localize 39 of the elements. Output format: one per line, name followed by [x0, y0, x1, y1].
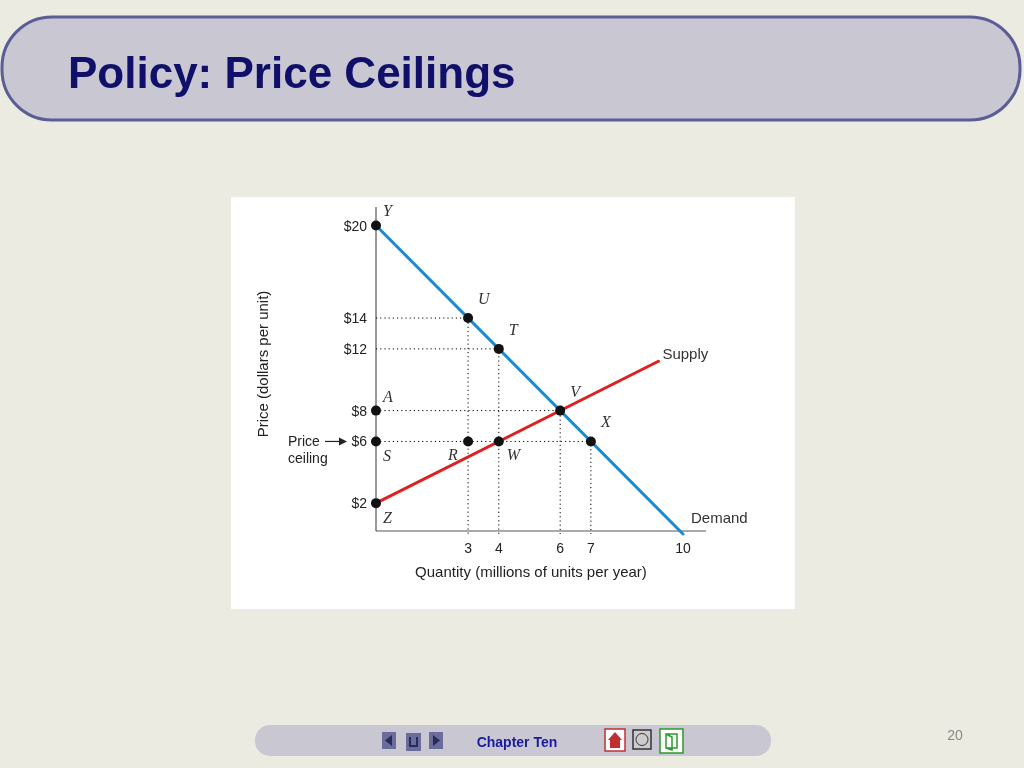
point [493, 436, 504, 447]
point [371, 220, 381, 231]
x-tick-label: 6 [556, 540, 565, 556]
annotation: R [447, 446, 459, 464]
x-tick-label: 3 [464, 540, 473, 556]
y-tick-label: $12 [343, 340, 368, 357]
annotation: Y [383, 201, 394, 219]
annotation: Z [383, 509, 393, 527]
y-axis-title: Price (dollars per unit) [254, 290, 271, 438]
annotation: U [478, 290, 492, 308]
text: Price ceiling [288, 433, 328, 467]
point [463, 313, 474, 324]
annotation: T [508, 320, 519, 338]
annotation: A [382, 387, 393, 405]
point [493, 343, 504, 354]
series-label: Supply [662, 345, 709, 363]
y-tick-label: $2 [351, 495, 368, 512]
y-tick-label: $20 [343, 217, 368, 234]
point [555, 405, 566, 416]
x-tick-label: 10 [675, 540, 691, 556]
series-label: Demand [690, 509, 748, 526]
x-tick-label: 7 [586, 540, 595, 556]
point [585, 436, 596, 447]
x-tick-label: 4 [494, 540, 503, 556]
point [371, 436, 381, 447]
annotation: W [506, 446, 522, 464]
annotation: X [599, 413, 612, 431]
y-tick-label: $8 [351, 402, 368, 419]
point [371, 498, 381, 509]
y-tick-label: $14 [343, 310, 368, 327]
point [463, 436, 474, 447]
point [371, 405, 381, 416]
annotation: S [383, 447, 391, 465]
text: Chapter Ten [476, 734, 558, 750]
text: 20 [947, 727, 963, 743]
x-axis-title: Quantity (millions of units per year) [415, 563, 647, 580]
annotation: V [570, 382, 583, 400]
y-tick-label: $6 [351, 433, 368, 450]
chart-title: Policy: Price Ceilings [68, 48, 516, 97]
